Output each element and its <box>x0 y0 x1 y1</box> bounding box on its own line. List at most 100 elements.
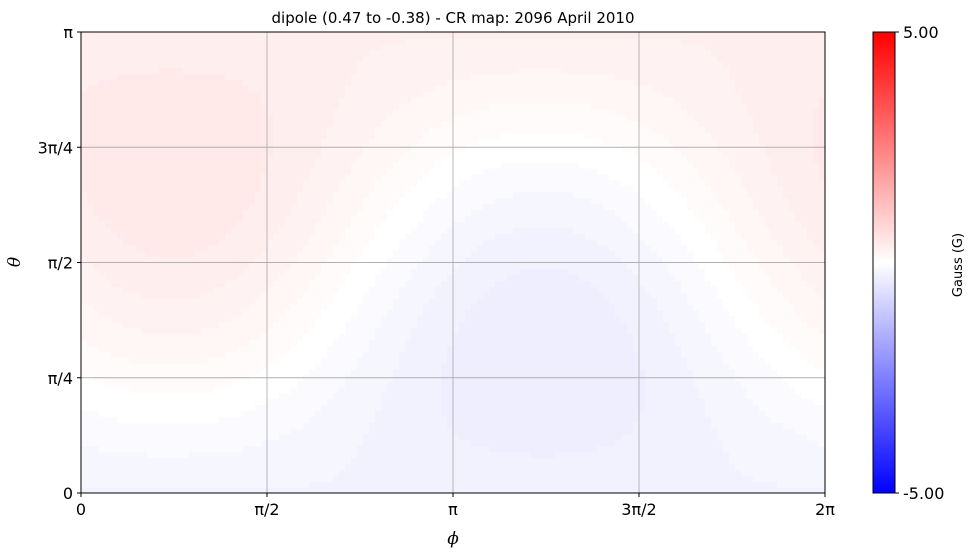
heatmap-cell <box>351 238 358 246</box>
heatmap-cell <box>381 410 388 417</box>
heatmap-cell <box>303 167 310 175</box>
heatmap-cell <box>123 244 130 252</box>
heatmap-cell <box>339 221 346 228</box>
heatmap-cell <box>87 362 94 370</box>
heatmap-cell <box>309 398 316 405</box>
heatmap-cell <box>255 422 262 429</box>
heatmap-cell <box>333 203 340 210</box>
heatmap-cell <box>93 404 100 411</box>
heatmap-cell <box>147 463 154 470</box>
heatmap-cell <box>99 416 106 423</box>
heatmap-cell <box>111 368 118 376</box>
heatmap-cell <box>165 362 172 370</box>
heatmap-cell <box>345 102 352 110</box>
heatmap-cell <box>81 221 88 228</box>
heatmap-cell <box>183 167 190 175</box>
heatmap-cell <box>129 138 136 145</box>
heatmap-cell <box>327 386 334 394</box>
heatmap-cell <box>387 132 394 139</box>
heatmap-cell <box>87 357 94 364</box>
heatmap-cell <box>279 167 286 175</box>
heatmap-cell <box>93 55 100 63</box>
heatmap-cell <box>255 91 262 98</box>
heatmap-cell <box>327 167 334 175</box>
heatmap-cell <box>345 37 352 45</box>
heatmap-cell <box>255 179 262 187</box>
heatmap-cell <box>333 49 340 57</box>
heatmap-cell <box>411 79 418 86</box>
heatmap-cell <box>345 451 352 459</box>
heatmap-cell <box>81 61 88 69</box>
heatmap-cell <box>291 416 298 423</box>
heatmap-cell <box>297 427 304 435</box>
heatmap-cell <box>459 232 466 240</box>
heatmap-cell <box>117 238 124 246</box>
heatmap-cell <box>423 297 430 305</box>
heatmap-cell <box>111 398 118 405</box>
heatmap-cell <box>231 250 238 258</box>
heatmap-cell <box>111 351 118 358</box>
heatmap-cell <box>375 227 382 234</box>
heatmap-cell <box>369 280 376 287</box>
heatmap-cell <box>285 120 292 128</box>
heatmap-cell <box>363 416 370 423</box>
heatmap-cell <box>411 469 418 476</box>
heatmap-cell <box>393 227 400 234</box>
heatmap-cell <box>135 292 142 299</box>
heatmap-cell <box>111 114 118 122</box>
heatmap-cell <box>339 463 346 470</box>
heatmap-cell <box>423 238 430 246</box>
heatmap-cell <box>231 327 238 335</box>
heatmap-cell <box>111 179 118 187</box>
heatmap-cell <box>315 97 322 104</box>
heatmap-cell <box>129 315 136 323</box>
heatmap-cell <box>87 221 94 228</box>
heatmap-cell <box>273 398 280 405</box>
heatmap-cell <box>297 451 304 459</box>
heatmap-cell <box>117 209 124 216</box>
heatmap-cell <box>153 262 160 270</box>
heatmap-cell <box>315 398 322 405</box>
heatmap-cell <box>405 410 412 417</box>
heatmap-cell <box>207 297 214 305</box>
heatmap-cell <box>201 475 208 482</box>
heatmap-cell <box>213 244 220 252</box>
heatmap-cell <box>285 85 292 92</box>
heatmap-cell <box>207 43 214 51</box>
heatmap-cell <box>135 380 142 388</box>
heatmap-cell <box>159 179 166 187</box>
heatmap-cell <box>213 422 220 429</box>
heatmap-cell <box>435 274 442 281</box>
heatmap-cell <box>393 67 400 74</box>
heatmap-cell <box>195 232 202 240</box>
heatmap-cell <box>399 79 406 86</box>
heatmap-cell <box>285 209 292 216</box>
heatmap-cell <box>129 309 136 317</box>
heatmap-cell <box>381 215 388 222</box>
heatmap-cell <box>189 392 196 400</box>
heatmap-cell <box>279 457 286 465</box>
heatmap-cell <box>285 162 292 169</box>
heatmap-cell <box>135 232 142 240</box>
heatmap-cell <box>339 73 346 80</box>
heatmap-cell <box>171 427 178 435</box>
heatmap-cell <box>381 303 388 311</box>
heatmap-cell <box>291 392 298 400</box>
heatmap-cell <box>363 357 370 364</box>
heatmap-cell <box>261 303 268 311</box>
heatmap-cell <box>453 321 460 329</box>
heatmap-cell <box>81 227 88 234</box>
heatmap-cell <box>423 221 430 228</box>
heatmap-cell <box>249 37 256 45</box>
heatmap-cell <box>429 179 436 187</box>
heatmap-cell <box>453 327 460 335</box>
heatmap-cell <box>363 173 370 181</box>
heatmap-cell <box>429 232 436 240</box>
heatmap-cell <box>363 244 370 252</box>
heatmap-cell <box>165 179 172 187</box>
heatmap-cell <box>375 120 382 128</box>
heatmap-cell <box>357 262 364 270</box>
heatmap-cell <box>435 209 442 216</box>
heatmap-cell <box>363 138 370 145</box>
heatmap-cell <box>399 315 406 323</box>
